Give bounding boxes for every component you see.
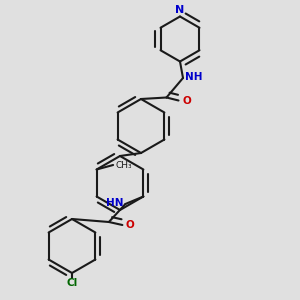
Text: Cl: Cl [66, 278, 78, 288]
Text: O: O [126, 220, 135, 230]
Text: HN: HN [106, 197, 124, 208]
Text: N: N [176, 5, 184, 15]
Text: CH₃: CH₃ [116, 160, 132, 169]
Text: O: O [182, 95, 191, 106]
Text: NH: NH [184, 72, 202, 82]
